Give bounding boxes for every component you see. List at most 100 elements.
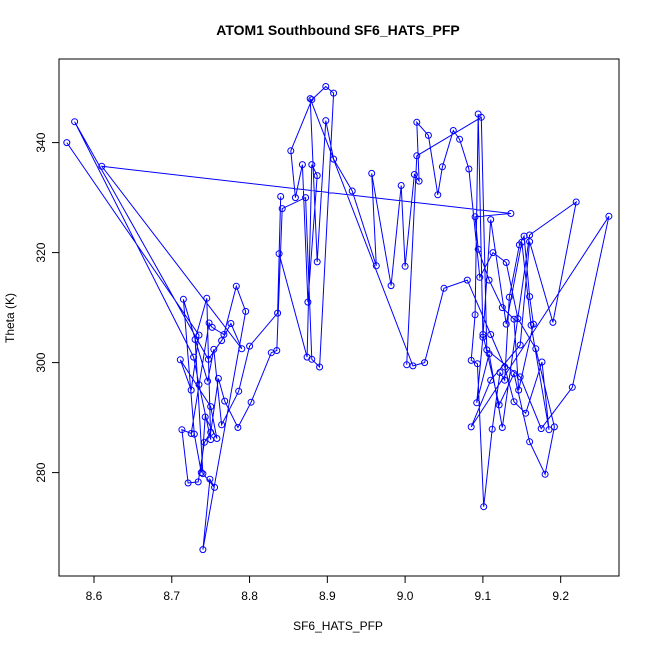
data-point [502, 259, 510, 266]
data-point [274, 309, 282, 317]
y-tick-label: 320 [34, 242, 48, 262]
data-point [313, 172, 321, 180]
data-point [449, 127, 457, 134]
data-point [456, 135, 464, 143]
data-point [507, 210, 515, 217]
data-point [348, 187, 356, 195]
data-point [207, 403, 215, 411]
data-point [176, 356, 184, 364]
x-tick-label: 8.8 [241, 589, 258, 603]
data-point [201, 413, 209, 421]
data-point [187, 430, 195, 437]
data-point [487, 331, 495, 338]
data-point [526, 231, 534, 239]
x-tick-label: 8.9 [319, 589, 336, 603]
data-point [218, 337, 226, 345]
data-point [476, 273, 484, 281]
data-point [187, 386, 195, 394]
y-axis-label: Theta (K) [3, 293, 17, 343]
x-tick-label: 9.2 [552, 589, 569, 603]
data-point [206, 475, 214, 483]
data-point [410, 171, 418, 178]
data-point [541, 470, 549, 478]
data-point [434, 191, 442, 199]
data-point [191, 336, 199, 343]
data-point [238, 345, 246, 353]
data-point [532, 345, 540, 353]
data-point [502, 320, 510, 328]
data-point [302, 194, 310, 202]
data-point [208, 323, 216, 331]
data-point [526, 438, 534, 446]
data-point [235, 387, 243, 395]
data-point [527, 321, 535, 329]
data-point [194, 478, 202, 486]
data-point [471, 311, 479, 319]
data-point [489, 249, 497, 257]
data-point [322, 83, 330, 90]
data-point [220, 331, 228, 338]
data-point [549, 318, 557, 326]
data-point [415, 177, 423, 185]
data-point [267, 349, 275, 357]
data-point [545, 426, 553, 434]
data-point [568, 383, 576, 391]
data-point [518, 238, 526, 246]
data-point [467, 356, 475, 364]
data-point [316, 363, 324, 371]
data-point [71, 118, 79, 126]
data-point [221, 397, 229, 405]
data-point [234, 424, 242, 431]
data-point [204, 355, 212, 363]
data-point [184, 479, 192, 487]
y-tick-label: 300 [34, 352, 48, 372]
data-point [368, 169, 376, 177]
data-point [98, 162, 106, 170]
x-tick-label: 9.0 [397, 589, 414, 603]
data-point [473, 360, 481, 368]
data-point [207, 436, 215, 444]
data-point [537, 425, 545, 433]
data-point [485, 276, 493, 284]
data-point [516, 373, 524, 381]
data-point [550, 423, 558, 431]
plot-area [63, 83, 613, 554]
data-point [515, 386, 523, 394]
data-point [438, 163, 446, 171]
data-point [275, 250, 283, 258]
data-point [287, 147, 295, 155]
data-point [440, 284, 448, 292]
data-point [218, 421, 226, 429]
data-point [473, 399, 481, 407]
data-point [479, 333, 487, 341]
x-tick-label: 9.1 [475, 589, 492, 603]
data-point [179, 295, 187, 303]
chart-title: ATOM1 Southbound SF6_HATS_PFP [216, 22, 459, 38]
data-point [298, 161, 306, 169]
data-point [178, 426, 186, 434]
data-point [200, 438, 208, 446]
y-tick-label: 280 [34, 462, 48, 482]
data-point [387, 282, 395, 290]
data-point [247, 398, 255, 406]
data-point [227, 320, 235, 327]
data-point [203, 294, 211, 302]
data-point [211, 483, 219, 491]
data-point [403, 361, 411, 369]
data-point [242, 307, 250, 315]
data-point [538, 358, 546, 366]
data-point [510, 398, 518, 406]
data-point [401, 262, 409, 270]
data-point [474, 245, 482, 253]
data-point [306, 95, 314, 103]
data-point [210, 345, 218, 353]
data-point [465, 165, 473, 173]
y-tick-label: 340 [34, 132, 48, 152]
data-point [246, 342, 254, 350]
data-point [195, 381, 203, 389]
series-line [66, 85, 610, 550]
data-point [199, 546, 207, 554]
data-point [487, 376, 495, 384]
data-point [304, 298, 312, 306]
